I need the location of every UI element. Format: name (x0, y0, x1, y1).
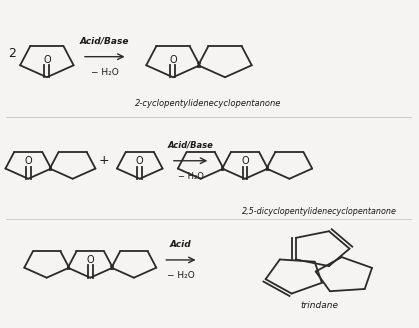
Text: − H₂O: − H₂O (91, 68, 119, 77)
Text: − H₂O: − H₂O (167, 271, 195, 280)
Text: trindane: trindane (301, 301, 339, 310)
Text: +: + (98, 154, 109, 167)
Text: O: O (43, 55, 51, 65)
Text: Acid: Acid (170, 239, 192, 249)
Text: O: O (136, 156, 144, 166)
Text: Acid/Base: Acid/Base (80, 36, 129, 45)
Text: O: O (24, 156, 32, 166)
Text: 2,5-dicyclopentylidenecyclopentanone: 2,5-dicyclopentylidenecyclopentanone (242, 207, 397, 215)
Text: O: O (241, 156, 249, 166)
Text: − H₂O: − H₂O (178, 172, 204, 181)
Text: 2-cyclopentylidenecyclopentanone: 2-cyclopentylidenecyclopentanone (135, 99, 281, 108)
Text: 2: 2 (8, 47, 16, 60)
Text: Acid/Base: Acid/Base (168, 140, 213, 149)
Text: O: O (86, 255, 94, 265)
Text: O: O (169, 55, 177, 65)
